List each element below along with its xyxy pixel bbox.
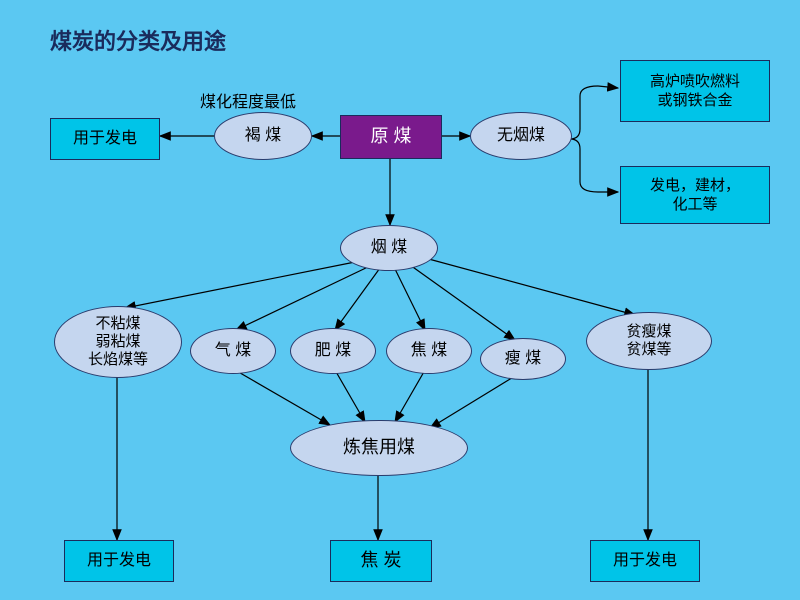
node-power_chem: 发电，建材， 化工等 <box>620 166 770 224</box>
node-blast: 高炉喷吹燃料 或钢铁合金 <box>620 60 770 122</box>
node-power_left: 用于发电 <box>50 118 160 160</box>
diagram-title: 煤炭的分类及用途 <box>50 24 226 56</box>
node-coking_use: 炼焦用煤 <box>290 420 468 476</box>
node-gas: 气 煤 <box>190 328 276 374</box>
node-meager: 贫瘦煤 贫煤等 <box>586 312 712 370</box>
node-coking: 焦 煤 <box>386 328 472 374</box>
node-brown: 褐 煤 <box>214 112 312 160</box>
node-anthracite: 无烟煤 <box>470 112 572 160</box>
node-root: 原 煤 <box>340 115 442 159</box>
node-fat: 肥 煤 <box>290 328 376 374</box>
node-bituminous: 烟 煤 <box>340 225 438 271</box>
annotation-lowest-coalification: 煤化程度最低 <box>200 88 296 112</box>
node-lean: 瘦 煤 <box>480 338 566 380</box>
node-power_bl: 用于发电 <box>64 540 174 582</box>
node-nonstick: 不粘煤 弱粘煤 长焰煤等 <box>54 306 182 378</box>
node-power_br: 用于发电 <box>590 540 700 582</box>
node-coke: 焦 炭 <box>330 540 432 582</box>
